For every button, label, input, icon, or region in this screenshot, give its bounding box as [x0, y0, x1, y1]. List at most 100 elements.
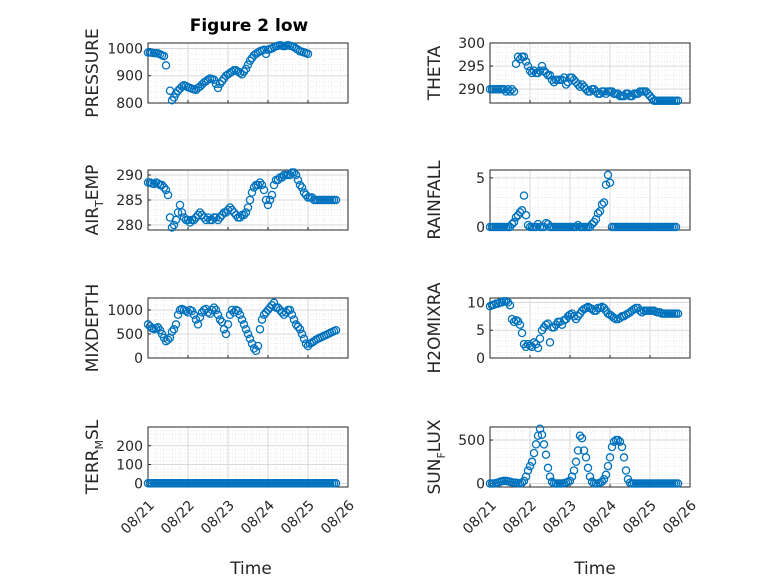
- data-point: [293, 175, 303, 185]
- data-point: [537, 61, 547, 71]
- data-point: [253, 341, 263, 351]
- y-tick-label: 280: [116, 218, 143, 234]
- data-point: [289, 168, 299, 177]
- data-point: [257, 315, 267, 324]
- data-point: [621, 466, 631, 475]
- y-axis-label-main: PRESSURE: [83, 28, 103, 117]
- data-point: [597, 200, 607, 209]
- data-point: [195, 312, 205, 322]
- data-point: [543, 463, 553, 473]
- figure-title: Figure 2 low: [190, 16, 309, 36]
- data-point: [531, 440, 541, 449]
- data-point: [177, 208, 187, 217]
- y-axis-label-main: MIXDEPTH: [83, 284, 103, 373]
- subplot-6: 0 5 10 H2OMIXRA: [425, 282, 691, 374]
- data-point: [537, 430, 547, 440]
- y-tick-label: 0: [134, 351, 143, 367]
- y-axis-label-main: SUN: [425, 459, 445, 495]
- data-point: [587, 477, 597, 487]
- data-point: [209, 75, 219, 85]
- data-point: [149, 179, 159, 189]
- data-point: [167, 223, 177, 232]
- data-point: [571, 222, 581, 232]
- data-point: [557, 320, 567, 329]
- data-point: [519, 52, 529, 62]
- data-point: [161, 185, 171, 195]
- y-axis-label-subscript: T: [93, 200, 106, 208]
- data-point: [507, 219, 517, 229]
- data-point: [241, 64, 251, 74]
- data-point: [533, 343, 543, 353]
- y-tick-label: 5: [476, 171, 485, 187]
- data-point: [259, 185, 269, 195]
- y-axis-label: PRESSURE: [83, 28, 103, 117]
- data-point: [673, 96, 683, 105]
- data-point: [257, 180, 267, 190]
- data-point: [159, 51, 169, 61]
- data-point: [163, 335, 173, 345]
- data-point: [235, 68, 245, 78]
- data-point: [293, 322, 303, 332]
- data-point: [601, 180, 611, 190]
- data-point: [243, 329, 253, 339]
- data-point: [615, 437, 625, 447]
- data-point: [297, 183, 307, 192]
- y-tick-label: 5: [476, 323, 485, 339]
- y-axis-label: SUNFLUX: [425, 419, 448, 494]
- y-axis-label: RAINFALL: [425, 160, 445, 240]
- data-point: [527, 68, 537, 78]
- data-point: [517, 328, 527, 338]
- data-point: [207, 305, 217, 315]
- data-point: [265, 195, 275, 205]
- y-tick-label: 100: [116, 458, 143, 474]
- data-point: [505, 87, 515, 96]
- y-axis-label: THETA: [425, 45, 445, 101]
- data-point: [169, 220, 179, 230]
- y-axis-label-main: H2OMIXRA: [425, 282, 445, 373]
- y-tick-label: 300: [458, 36, 485, 52]
- data-point: [287, 310, 297, 320]
- data-point: [505, 300, 515, 310]
- y-tick-label: 285: [116, 193, 143, 209]
- data-point: [301, 339, 311, 348]
- data-point: [331, 195, 341, 205]
- data-point: [575, 431, 585, 440]
- data-point: [289, 315, 299, 324]
- y-tick-label: 900: [116, 69, 143, 85]
- y-axis-label-main: AIR: [83, 207, 103, 236]
- data-point: [539, 440, 549, 449]
- data-point: [573, 220, 583, 230]
- data-point: [523, 220, 533, 230]
- data-point: [163, 190, 173, 200]
- data-point: [541, 450, 551, 460]
- data-point: [331, 325, 341, 335]
- data-point: [605, 453, 615, 462]
- data-point: [209, 303, 219, 312]
- y-axis-label-main: RAINFALL: [425, 160, 445, 240]
- data-point: [599, 474, 609, 484]
- data-point: [259, 45, 269, 55]
- data-point: [613, 435, 623, 445]
- data-point: [523, 61, 533, 71]
- data-point: [173, 310, 183, 320]
- data-point: [603, 170, 613, 180]
- y-tick-label: 800: [116, 96, 143, 112]
- data-point: [241, 324, 251, 334]
- data-point: [513, 52, 523, 62]
- y-tick-label: 10: [467, 295, 485, 311]
- y-axis-label-tail: LUX: [425, 419, 445, 452]
- y-axis-label-main: TERR: [83, 449, 103, 495]
- data-point: [519, 191, 529, 200]
- y-tick-label: 290: [458, 82, 485, 98]
- data-point: [587, 304, 597, 314]
- data-point: [635, 306, 645, 316]
- data-point: [303, 49, 313, 59]
- data-point: [159, 183, 169, 192]
- axes-frame: [489, 42, 691, 104]
- data-point: [171, 215, 181, 225]
- data-point: [545, 472, 555, 481]
- data-point: [227, 67, 237, 76]
- data-point: [239, 320, 249, 329]
- data-point: [169, 324, 179, 334]
- data-point: [523, 466, 533, 475]
